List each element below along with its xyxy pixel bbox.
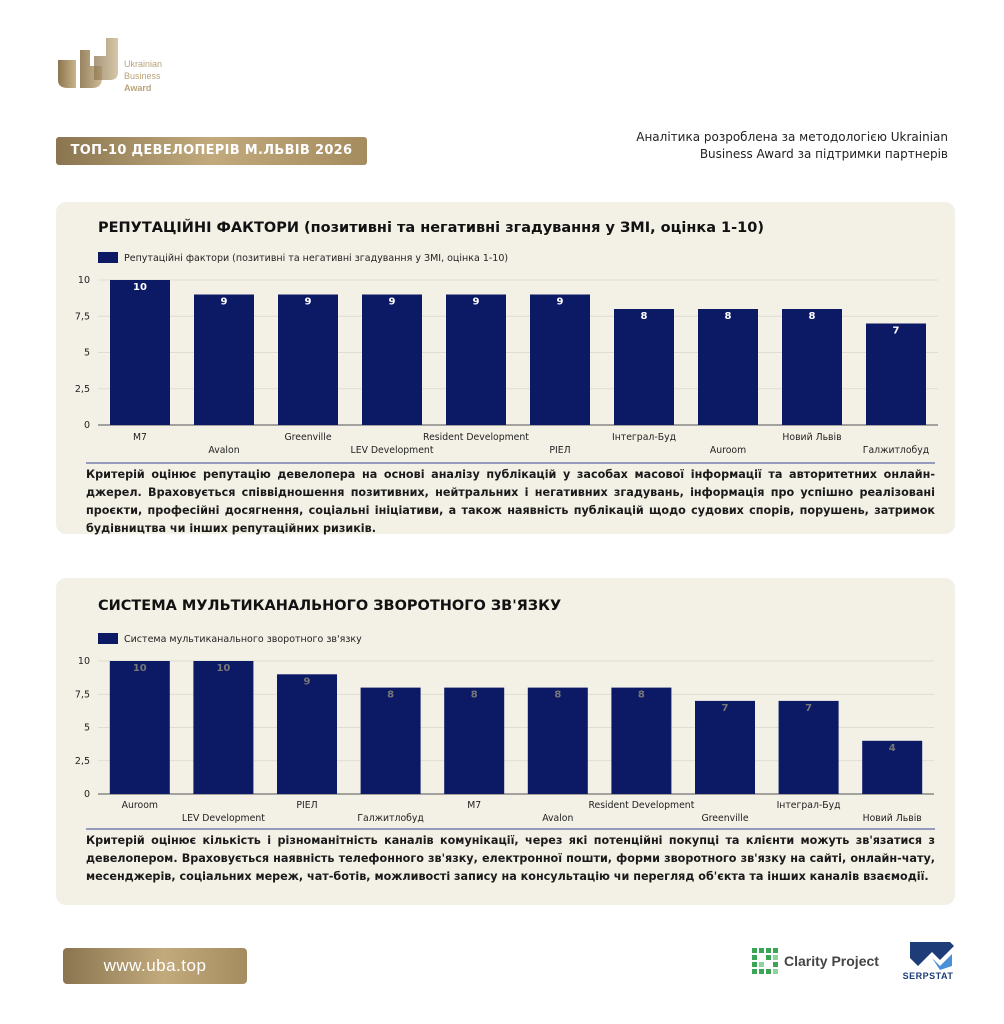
logo-line1: Ukrainian bbox=[124, 59, 163, 69]
logo-line2: Business bbox=[124, 71, 161, 81]
methodology-line1: Аналітика розроблена за методологією Ukr… bbox=[636, 130, 948, 144]
chart-legend: Репутаційні фактори (позитивні та негати… bbox=[98, 252, 508, 264]
chart-feedback: Система мультиканального зворотного зв'я… bbox=[75, 633, 935, 830]
bar-value-label: 9 bbox=[389, 297, 396, 308]
bar bbox=[277, 674, 337, 794]
chart-card-feedback: СИСТЕМА МУЛЬТИКАНАЛЬНОГО ЗВОРОТНОГО ЗВ'Я… bbox=[56, 578, 955, 905]
chart-title: РЕПУТАЦІЙНІ ФАКТОРИ (позитивні та негати… bbox=[98, 220, 764, 236]
x-tick-label: M7 bbox=[467, 800, 481, 811]
bar-value-label: 9 bbox=[557, 297, 564, 308]
y-tick-label: 5 bbox=[84, 348, 90, 359]
bar bbox=[862, 740, 923, 794]
logo-line3: Award bbox=[124, 83, 152, 93]
bar bbox=[527, 687, 588, 794]
serpstat-icon bbox=[910, 942, 954, 970]
bar bbox=[611, 687, 672, 794]
methodology-line2: Business Award за підтримки партнерів bbox=[699, 147, 948, 161]
bar-value-label: 10 bbox=[133, 282, 147, 293]
y-tick-label: 7,5 bbox=[75, 311, 90, 322]
logo-text: Ukrainian Business Award bbox=[124, 58, 162, 94]
bar-value-label: 8 bbox=[471, 690, 478, 701]
bar bbox=[866, 323, 926, 425]
bar-value-label: 9 bbox=[221, 297, 228, 308]
x-tick-label: Інтеграл-Буд bbox=[612, 432, 676, 443]
x-tick-label: Avalon bbox=[208, 445, 239, 456]
x-tick-label: РІЕЛ bbox=[549, 445, 570, 456]
bar bbox=[778, 700, 839, 794]
bar-value-label: 8 bbox=[638, 690, 645, 701]
bar-value-label: 10 bbox=[216, 663, 230, 674]
x-tick-label: Новий Львів bbox=[782, 432, 841, 443]
bar-value-label: 7 bbox=[893, 326, 900, 337]
bar bbox=[360, 687, 421, 794]
x-tick-label: LEV Development bbox=[182, 813, 265, 824]
y-tick-label: 7,5 bbox=[75, 689, 90, 700]
bar-value-label: 9 bbox=[305, 297, 312, 308]
chart-description: Критерій оцінює кількість і різноманітні… bbox=[86, 834, 935, 883]
y-tick-label: 2,5 bbox=[75, 384, 90, 395]
legend-label: Репутаційні фактори (позитивні та негати… bbox=[124, 253, 508, 264]
x-tick-label: Галжитлобуд bbox=[863, 445, 929, 456]
chart-card-reputation: РЕПУТАЦІЙНІ ФАКТОРИ (позитивні та негати… bbox=[56, 202, 955, 535]
bar bbox=[614, 309, 674, 425]
bar-value-label: 8 bbox=[387, 690, 394, 701]
bar-value-label: 7 bbox=[722, 703, 729, 714]
website-link[interactable]: www.uba.top bbox=[63, 948, 247, 984]
bar bbox=[530, 294, 590, 425]
bar-value-label: 4 bbox=[889, 743, 896, 754]
x-tick-label: Avalon bbox=[542, 813, 573, 824]
x-tick-label: Новий Львів bbox=[863, 813, 922, 824]
bar bbox=[698, 309, 758, 425]
chart-title: СИСТЕМА МУЛЬТИКАНАЛЬНОГО ЗВОРОТНОГО ЗВ'Я… bbox=[98, 598, 562, 614]
bar-value-label: 8 bbox=[725, 311, 732, 322]
x-tick-label: Auroom bbox=[122, 800, 158, 811]
chart-reputation: Репутаційні фактори (позитивні та негати… bbox=[75, 252, 938, 464]
x-tick-label: Галжитлобуд bbox=[357, 813, 423, 824]
y-tick-label: 0 bbox=[84, 789, 90, 800]
bar bbox=[278, 294, 338, 425]
bar bbox=[362, 294, 422, 425]
page-title-badge: ТОП-10 ДЕВЕЛОПЕРІВ М.ЛЬВІВ 2026 bbox=[56, 137, 367, 165]
bar-value-label: 8 bbox=[554, 690, 561, 701]
y-tick-label: 5 bbox=[84, 723, 90, 734]
serpstat-label: SERPSTAT bbox=[902, 971, 954, 981]
clarity-project-logo: Clarity Project bbox=[752, 947, 879, 975]
x-tick-label: Auroom bbox=[710, 445, 746, 456]
x-tick-label: M7 bbox=[133, 432, 147, 443]
x-tick-label: Resident Development bbox=[588, 800, 694, 811]
x-tick-label: Greenville bbox=[284, 432, 331, 443]
bar-value-label: 10 bbox=[133, 663, 147, 674]
bar-value-label: 8 bbox=[809, 311, 816, 322]
bar-value-label: 7 bbox=[805, 703, 812, 714]
y-tick-label: 2,5 bbox=[75, 756, 90, 767]
legend-swatch bbox=[98, 633, 118, 644]
y-tick-label: 0 bbox=[84, 420, 90, 431]
y-tick-label: 10 bbox=[78, 656, 90, 667]
bar-value-label: 9 bbox=[304, 676, 311, 687]
bar bbox=[782, 309, 842, 425]
bar bbox=[194, 294, 254, 425]
uba-logo-icon bbox=[58, 38, 118, 88]
x-tick-label: LEV Development bbox=[351, 445, 434, 456]
x-tick-label: Resident Development bbox=[423, 432, 529, 443]
bar bbox=[695, 700, 755, 794]
bar bbox=[109, 661, 170, 794]
methodology-note: Аналітика розроблена за методологією Ukr… bbox=[628, 129, 948, 163]
x-tick-label: РІЕЛ bbox=[296, 800, 317, 811]
x-tick-label: Greenville bbox=[701, 813, 748, 824]
bar bbox=[446, 294, 506, 425]
clarity-project-icon bbox=[752, 948, 778, 974]
x-tick-label: Інтеграл-Буд bbox=[777, 800, 841, 811]
legend-label: Система мультиканального зворотного зв'я… bbox=[124, 634, 362, 645]
legend-swatch bbox=[98, 252, 118, 263]
bar bbox=[193, 661, 254, 794]
bar-value-label: 9 bbox=[473, 297, 480, 308]
chart-legend: Система мультиканального зворотного зв'я… bbox=[98, 633, 362, 645]
chart-description: Критерій оцінює репутацію девелопера на … bbox=[86, 468, 935, 535]
bar bbox=[444, 687, 505, 794]
bar-value-label: 8 bbox=[641, 311, 648, 322]
clarity-project-label: Clarity Project bbox=[784, 953, 879, 969]
bar bbox=[110, 280, 170, 425]
y-tick-label: 10 bbox=[78, 275, 90, 286]
